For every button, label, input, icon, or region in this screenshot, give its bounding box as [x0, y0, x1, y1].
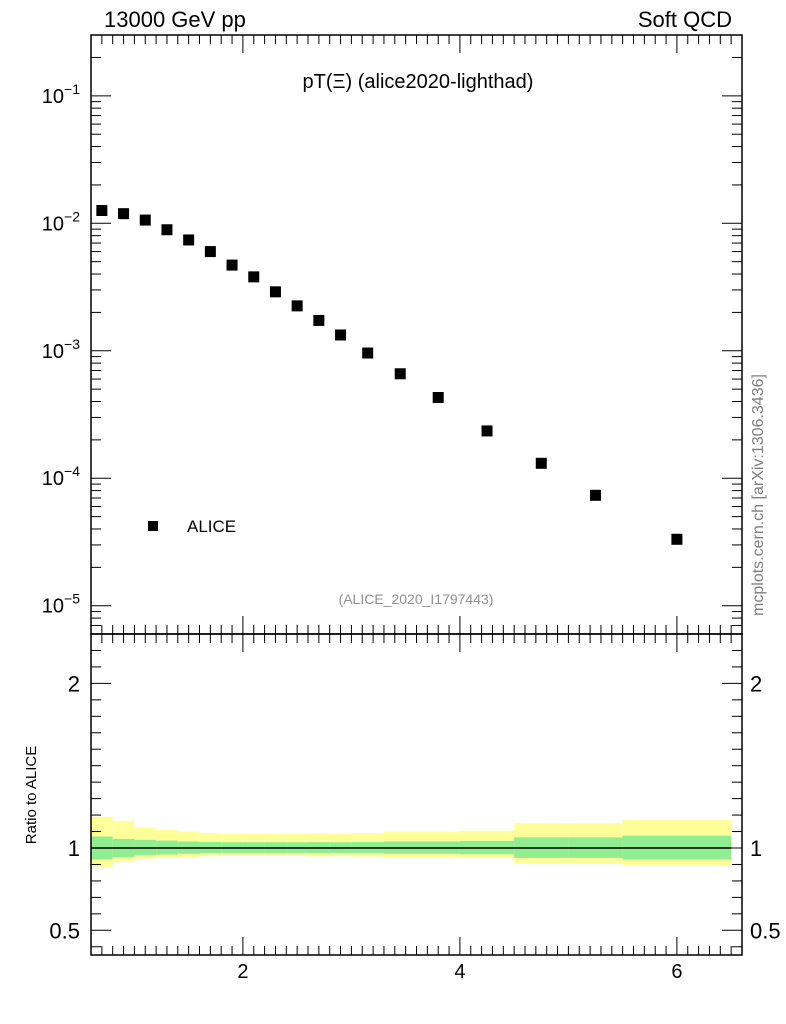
data-point-14 — [432, 391, 444, 403]
data-point-16 — [535, 457, 547, 469]
data-point-1 — [118, 208, 130, 220]
x-tick-label-1: 4 — [454, 961, 465, 983]
data-point-6 — [226, 259, 238, 271]
y-tick-exponent: −4 — [64, 463, 80, 479]
data-point-8 — [269, 286, 281, 298]
main-y-tick-label-2: 10−3 — [42, 336, 80, 363]
legend-label-alice: ALICE — [187, 517, 236, 536]
data-point-11 — [335, 329, 347, 341]
header-process-label: 13000 GeV pp — [104, 7, 246, 32]
y-tick-exponent: −1 — [64, 81, 80, 97]
main-y-tick-label-4: 10−1 — [42, 81, 80, 108]
data-point-15 — [481, 425, 493, 437]
ratio-plot-frame — [90, 633, 743, 956]
ratio-bands — [91, 816, 732, 867]
main-y-tick-label-0: 10−5 — [42, 591, 80, 618]
data-point-4 — [183, 234, 195, 246]
y-tick-base: 10 — [42, 341, 64, 363]
y-tick-base: 10 — [42, 213, 64, 235]
y-tick-exponent: −2 — [64, 208, 80, 224]
ratio-y-tick-label-0: 0.5 — [49, 918, 80, 943]
ratio-y-tick-label-2: 2 — [68, 671, 80, 696]
data-point-9 — [291, 300, 303, 312]
data-point-18 — [671, 533, 683, 545]
data-point-17 — [590, 489, 602, 501]
data-point-12 — [362, 347, 374, 359]
y-tick-exponent: −3 — [64, 336, 80, 352]
analysis-watermark: (ALICE_2020_I1797443) — [339, 591, 494, 607]
ratio-y-tick-label-1: 1 — [68, 836, 80, 861]
main-plot-frame — [90, 34, 743, 635]
y-tick-base: 10 — [42, 468, 64, 490]
ratio-y-axis-label: Ratio to ALICE — [23, 746, 40, 844]
y-tick-base: 10 — [42, 596, 64, 618]
ratio-y-tick-label-right-2: 2 — [750, 671, 762, 696]
data-point-2 — [139, 214, 151, 226]
data-point-10 — [313, 314, 325, 326]
data-point-7 — [248, 271, 260, 283]
main-plot-title: pT(Ξ) (alice2020-lighthad) — [303, 71, 534, 93]
legend-marker-alice — [148, 521, 158, 531]
data-points — [96, 205, 683, 545]
x-tick-label-0: 2 — [237, 961, 248, 983]
ratio-y-tick-label-right-1: 1 — [750, 836, 762, 861]
data-point-13 — [394, 368, 406, 380]
ratio-y-tick-label-right-0: 0.5 — [750, 918, 781, 943]
header-category-label: Soft QCD — [637, 7, 732, 32]
data-point-3 — [161, 224, 173, 236]
data-point-0 — [96, 205, 108, 217]
y-tick-exponent: −5 — [64, 591, 80, 607]
x-tick-label-2: 6 — [671, 961, 682, 983]
main-y-tick-label-1: 10−4 — [42, 463, 80, 490]
y-tick-base: 10 — [42, 86, 64, 108]
axes: 2 4 610−510−410−310−210−10.5 0.51 12 2 — [42, 34, 781, 983]
main-y-tick-label-3: 10−2 — [42, 208, 80, 235]
data-point-5 — [204, 246, 216, 258]
